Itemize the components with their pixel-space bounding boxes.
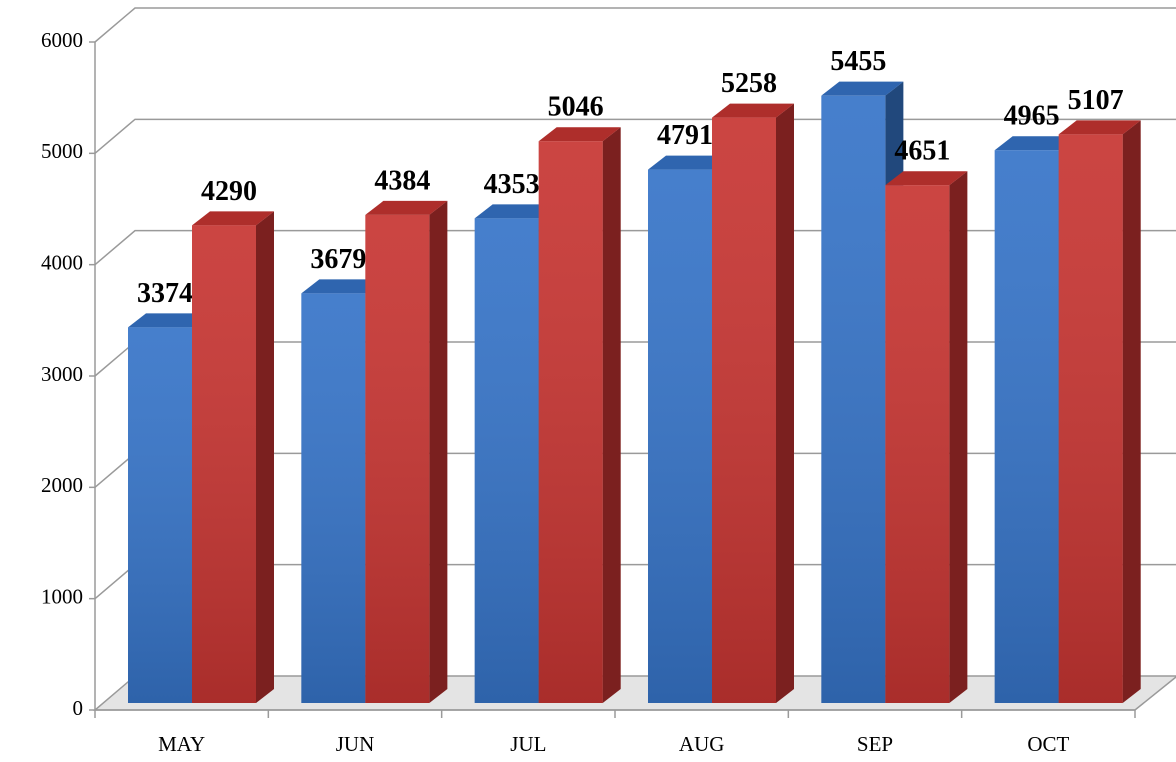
x-tick-label: AUG (679, 732, 725, 756)
bar (885, 171, 968, 703)
value-label: 3374 (137, 278, 193, 309)
value-label: 4791 (657, 120, 713, 151)
grid-line (94, 7, 1176, 43)
y-tick-label: 2000 (41, 473, 83, 497)
y-tick-label: 3000 (41, 362, 83, 386)
x-tick-label: OCT (1027, 732, 1069, 756)
value-label: 5046 (548, 92, 604, 123)
bar (538, 127, 621, 704)
x-tick-label: JUL (510, 732, 546, 756)
bar (712, 103, 794, 704)
value-label: 5258 (721, 68, 777, 99)
y-tick-label: 5000 (41, 139, 83, 163)
y-tick-label: 1000 (41, 584, 83, 608)
bar (1058, 120, 1141, 704)
x-tick-label: JUN (336, 732, 375, 756)
bar (365, 200, 448, 703)
bar (192, 211, 274, 703)
y-tick-label: 6000 (41, 28, 83, 52)
value-label: 4290 (201, 176, 257, 207)
value-label: 4384 (374, 165, 430, 196)
value-label: 4965 (1004, 101, 1060, 132)
x-tick-label: MAY (158, 732, 205, 756)
y-tick-label: 4000 (41, 250, 83, 274)
x-tick-label: SEP (857, 732, 893, 756)
value-label: 3679 (310, 244, 366, 275)
value-label: 4353 (484, 169, 540, 200)
value-label: 4651 (894, 136, 950, 167)
value-label: 5107 (1068, 85, 1124, 116)
y-tick-label: 0 (73, 696, 84, 720)
value-label: 5455 (830, 46, 886, 77)
